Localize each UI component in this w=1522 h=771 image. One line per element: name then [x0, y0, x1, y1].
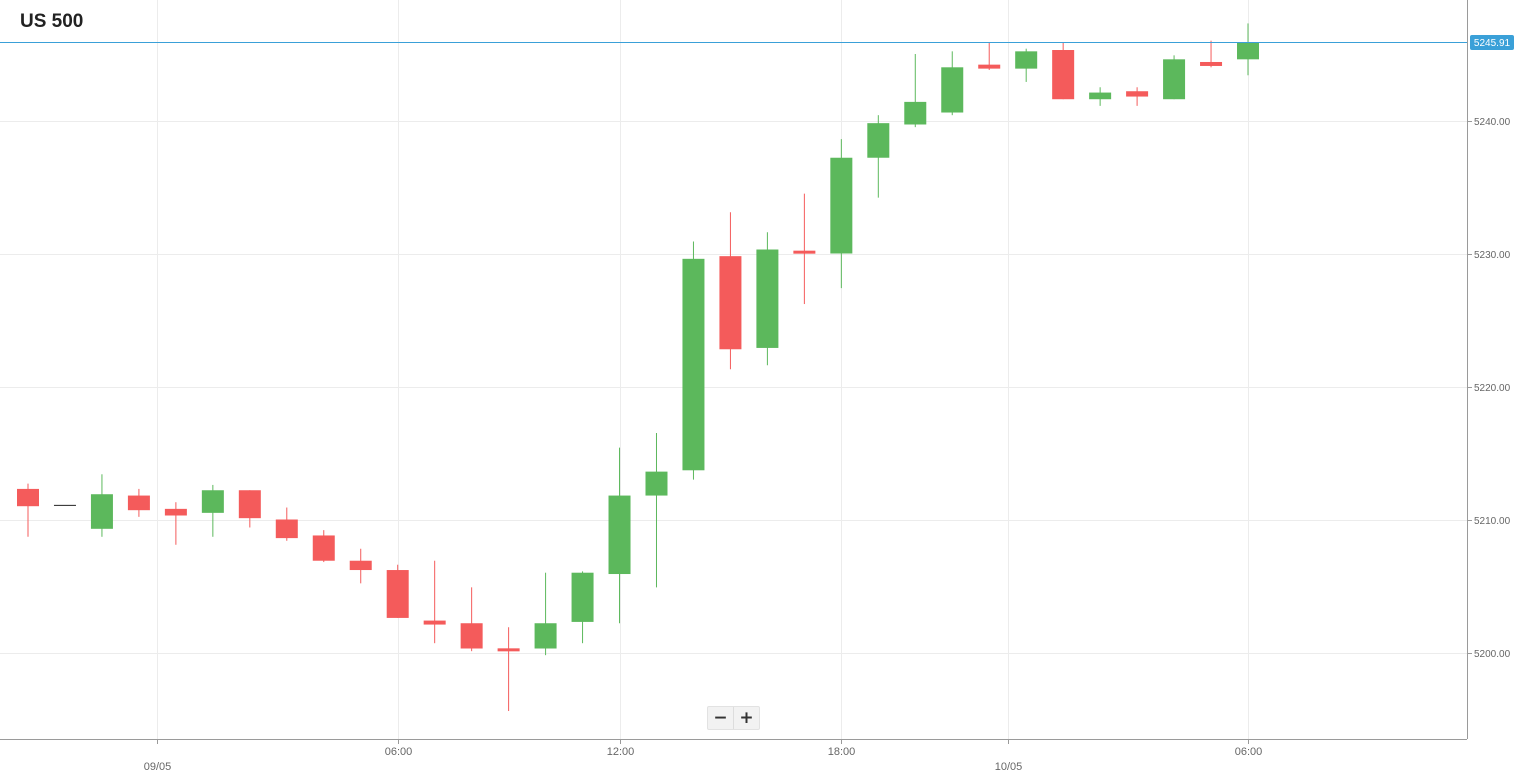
candle-body — [867, 123, 890, 158]
candle-body — [1163, 59, 1186, 100]
candle — [867, 115, 890, 198]
candle-body — [349, 560, 372, 571]
candle — [349, 548, 372, 584]
candle-body — [1126, 91, 1149, 97]
candle-body — [1015, 51, 1038, 69]
candle — [423, 560, 446, 644]
grid-layer — [0, 0, 1467, 739]
candle-body — [1089, 92, 1112, 100]
candle-body — [53, 504, 76, 506]
candle — [201, 484, 224, 537]
candle-body — [1052, 50, 1075, 100]
candle — [1126, 87, 1149, 106]
candle — [756, 232, 779, 366]
y-tick-label: 5200.00 — [1474, 649, 1511, 660]
candle-body — [312, 535, 335, 561]
candle — [17, 483, 39, 537]
candle — [571, 571, 594, 644]
candle-body — [423, 620, 446, 625]
candle — [608, 447, 631, 624]
candle — [1200, 40, 1223, 68]
candle — [312, 530, 335, 563]
candle — [1089, 87, 1112, 106]
candle — [497, 627, 520, 712]
candle-body — [941, 67, 964, 113]
candle — [53, 504, 76, 506]
candle-layer — [17, 23, 1260, 712]
candle — [941, 51, 964, 116]
candle — [682, 241, 705, 480]
candle — [978, 42, 1001, 70]
zoom-out-button[interactable]: − — [713, 708, 728, 728]
candle-body — [719, 256, 742, 350]
candle-body — [978, 64, 1001, 69]
x-tick-label: 12:00 — [607, 746, 635, 758]
candle-body — [386, 570, 409, 618]
candle — [1163, 55, 1186, 100]
candle-body — [571, 572, 594, 622]
candle-body — [275, 519, 298, 539]
candle — [386, 564, 409, 618]
candle-body — [904, 101, 927, 125]
x-tick-label: 06:00 — [1235, 746, 1263, 758]
candle — [275, 507, 298, 541]
candle-body — [460, 623, 483, 649]
candle-body — [608, 495, 631, 575]
candle — [719, 212, 742, 370]
candle-body — [1200, 61, 1223, 66]
zoom-in-button[interactable]: + — [733, 707, 759, 729]
candle-body — [90, 494, 113, 529]
x-tick-label: 18:00 — [828, 746, 856, 758]
candle-body — [756, 249, 779, 348]
candle — [830, 139, 853, 289]
candle-body — [534, 623, 557, 649]
candle — [1015, 48, 1038, 82]
candle — [1237, 23, 1260, 76]
candle-body — [17, 488, 39, 507]
x-tick-label: 06:00 — [385, 746, 413, 758]
candle-body — [682, 258, 705, 471]
candle-body — [830, 157, 853, 254]
candle-body — [1237, 42, 1260, 60]
candle — [793, 193, 816, 305]
candle-body — [238, 490, 261, 519]
candle — [90, 474, 113, 537]
candle-body — [127, 495, 150, 511]
candle — [164, 502, 187, 545]
y-tick-label: 5210.00 — [1474, 516, 1511, 527]
candle-body — [201, 490, 224, 513]
last-price-label: 5245.91 — [1474, 38, 1511, 49]
candle-body — [645, 471, 668, 496]
y-tick-label: 5240.00 — [1474, 117, 1511, 128]
candle-body — [497, 648, 520, 652]
candle — [238, 490, 261, 528]
candle — [904, 54, 927, 128]
y-tick-label: 5220.00 — [1474, 383, 1511, 394]
candle-body — [793, 250, 816, 254]
candle — [127, 488, 150, 517]
candle — [460, 587, 483, 652]
y-tick-label: 5230.00 — [1474, 250, 1511, 261]
candle — [645, 433, 668, 588]
candle-body — [164, 508, 187, 516]
last-price-badge — [1470, 35, 1514, 50]
candle — [534, 572, 557, 656]
zoom-controls: − + — [707, 706, 760, 730]
x-day-label: 09/05 — [144, 761, 172, 771]
x-day-label: 10/05 — [995, 761, 1023, 771]
chart-title: US 500 — [20, 11, 84, 32]
candle — [1052, 42, 1075, 100]
